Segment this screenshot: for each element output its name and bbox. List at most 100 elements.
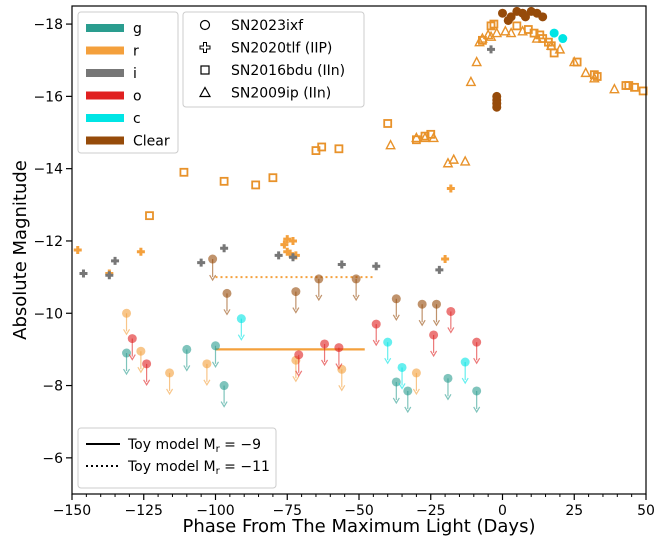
- upper-limit-arrowhead: [335, 363, 343, 370]
- data-point-triangle: [411, 131, 422, 143]
- data-point-square: [251, 180, 261, 190]
- upper-limit-arrowhead: [295, 370, 303, 377]
- upper-limit-arrowhead: [220, 401, 228, 408]
- data-point-plus: [446, 184, 455, 193]
- data-point-circle: [431, 299, 441, 309]
- data-point-circle: [492, 91, 502, 101]
- data-point-plus: [283, 235, 292, 244]
- x-tick-label: −25: [416, 503, 446, 519]
- data-point-circle: [391, 377, 401, 387]
- upper-limit-arrowhead: [209, 274, 217, 282]
- data-point-square: [268, 173, 278, 183]
- x-tick-label: −150: [53, 503, 91, 519]
- data-point-circle: [136, 346, 146, 356]
- data-point-plus: [372, 262, 381, 271]
- upper-limit-arrowhead: [404, 406, 412, 414]
- data-point-triangle: [505, 27, 517, 38]
- upper-limit-arrowhead: [123, 368, 131, 376]
- upper-limit-arrowhead: [418, 319, 426, 327]
- upper-limit-arrowhead: [123, 328, 131, 336]
- legend-filter-swatch: [86, 46, 124, 55]
- data-point-circle: [472, 337, 482, 347]
- data-point-circle: [498, 8, 507, 18]
- data-point-circle: [314, 274, 324, 284]
- upper-limit-arrowhead: [128, 354, 136, 361]
- y-tick-label: −12: [33, 234, 63, 250]
- upper-limit-arrowhead: [352, 294, 360, 302]
- legend-square-icon: [200, 65, 210, 75]
- data-point-circle: [403, 386, 413, 396]
- data-point-circle: [122, 308, 132, 318]
- legend-object-label: SN2016bdu (IIn): [231, 63, 345, 79]
- upper-limit-arrowhead: [292, 307, 300, 314]
- data-point-circle: [506, 12, 516, 22]
- data-point-circle: [202, 359, 212, 369]
- data-point-circle: [538, 12, 548, 22]
- data-point-circle: [334, 343, 344, 353]
- legend-filter-label: g: [133, 21, 142, 37]
- legend-object-label: SN2009ip (IIn): [231, 86, 331, 102]
- data-point-square: [334, 144, 344, 154]
- y-tick-label: −18: [33, 17, 63, 33]
- data-point-plus: [73, 246, 82, 254]
- upper-limit-arrowhead: [392, 314, 400, 321]
- upper-limit-arrowhead: [384, 357, 392, 365]
- legend-filter-swatch: [86, 136, 124, 145]
- data-point-square: [383, 119, 393, 128]
- data-point-circle: [460, 357, 470, 367]
- data-point-square: [219, 176, 229, 186]
- data-point-triangle: [448, 153, 460, 164]
- legend-model-label: Toy model Mr = −9: [127, 437, 261, 455]
- data-point-triangle: [545, 39, 557, 50]
- axis-ticks: −150 −125 −100 −75 −50 −25 0 25 50 −18 −16 −14 −12 −1…: [33, 17, 654, 519]
- legend-circle-icon: [199, 19, 211, 31]
- upper-limit-arrowhead: [338, 384, 346, 392]
- data-point-plus: [288, 253, 297, 262]
- legend-objects: SN2023ixf SN2020tlf (IIP) SN2016bdu (IIn) S…: [182, 11, 365, 108]
- upper-limit-arrowhead: [398, 383, 406, 390]
- data-point-circle: [127, 334, 137, 344]
- data-point-square: [624, 81, 634, 90]
- data-point-plus: [435, 265, 444, 274]
- data-point-square: [529, 28, 539, 38]
- data-point-circle: [222, 288, 232, 298]
- upper-limit-arrowhead: [211, 361, 220, 368]
- x-tick-label: 0: [498, 503, 507, 519]
- upper-limit-arrowhead: [430, 350, 438, 358]
- upper-limit-arrowhead: [203, 379, 211, 387]
- data-point-circle: [397, 362, 407, 372]
- data-point-circle: [291, 287, 301, 297]
- data-point-triangle: [491, 27, 503, 38]
- data-point-circle: [208, 254, 218, 264]
- data-point-circle: [472, 386, 482, 396]
- data-point-circle: [446, 306, 456, 316]
- data-point-plus: [337, 260, 346, 269]
- legend-plus-icon: [199, 42, 211, 53]
- data-point-triangle: [471, 56, 483, 67]
- legend-object-label: SN2023ixf: [231, 18, 304, 34]
- data-point-triangle: [588, 72, 600, 83]
- data-point-triangle: [500, 25, 511, 36]
- data-point-plus: [136, 247, 145, 256]
- data-point-circle: [294, 350, 304, 360]
- legend-model-label: Toy model Mr = −11: [127, 459, 270, 477]
- y-tick-label: −10: [33, 306, 63, 322]
- upper-limit-arrowhead: [143, 379, 151, 387]
- upper-limit-arrowhead: [315, 294, 323, 302]
- data-point-plus: [197, 258, 206, 267]
- data-point-plus: [111, 256, 120, 265]
- data-point-circle: [142, 359, 152, 369]
- data-point-triangle: [465, 75, 477, 87]
- data-point-circle: [165, 368, 175, 378]
- upper-limit-arrowhead: [166, 388, 174, 396]
- data-point-plus: [280, 240, 289, 249]
- upper-limit-arrowhead: [412, 388, 420, 396]
- data-point-circle: [411, 368, 421, 378]
- x-tick-label: −125: [125, 503, 163, 519]
- legend-filter-swatch: [86, 114, 124, 122]
- data-point-circle: [122, 348, 132, 358]
- legend-models: Toy model Mr = −9 Toy model Mr = −11: [77, 427, 277, 489]
- data-point-plus: [441, 255, 450, 264]
